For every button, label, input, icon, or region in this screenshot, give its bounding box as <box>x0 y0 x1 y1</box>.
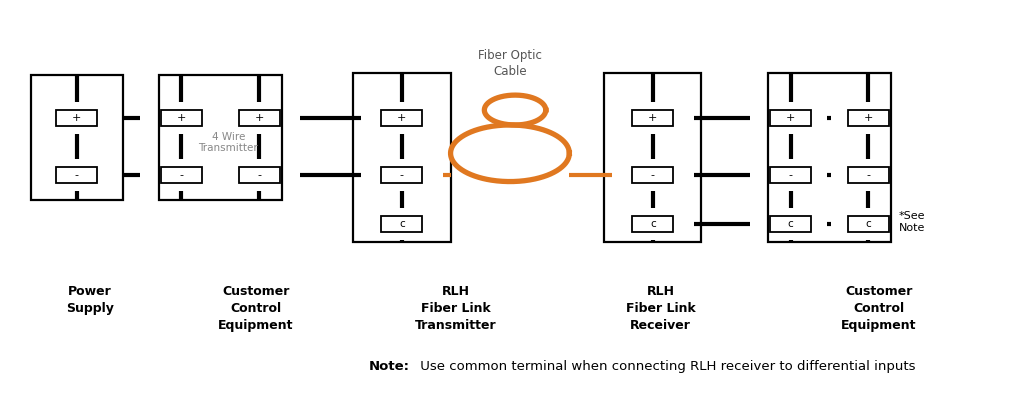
Text: RLH
Fiber Link
Receiver: RLH Fiber Link Receiver <box>626 285 695 332</box>
Bar <box>56 110 97 126</box>
Bar <box>381 167 422 183</box>
Text: -: - <box>866 170 870 180</box>
Text: Customer
Control
Equipment: Customer Control Equipment <box>218 285 294 332</box>
Text: Customer
Control
Equipment: Customer Control Equipment <box>841 285 916 332</box>
Bar <box>770 110 811 126</box>
Text: c: c <box>399 219 404 229</box>
Text: -: - <box>651 170 654 180</box>
Text: -: - <box>257 170 261 180</box>
Bar <box>770 216 811 232</box>
Text: +: + <box>397 113 407 123</box>
Bar <box>31 75 123 200</box>
Bar <box>848 110 889 126</box>
Text: c: c <box>650 219 655 229</box>
Text: -: - <box>75 170 79 180</box>
Text: +: + <box>785 113 796 123</box>
Text: Power
Supply: Power Supply <box>67 285 114 315</box>
Text: -: - <box>788 170 793 180</box>
Bar <box>56 167 97 183</box>
Bar <box>159 75 282 200</box>
Bar <box>848 167 889 183</box>
Bar <box>848 216 889 232</box>
Bar <box>632 167 674 183</box>
Bar <box>239 167 280 183</box>
Bar <box>604 73 701 242</box>
Bar <box>381 110 422 126</box>
Text: +: + <box>648 113 657 123</box>
Text: c: c <box>787 219 794 229</box>
Text: +: + <box>254 113 264 123</box>
Bar <box>632 216 674 232</box>
Text: +: + <box>176 113 186 123</box>
Bar <box>239 110 280 126</box>
Text: Note:: Note: <box>369 360 410 373</box>
Bar <box>770 167 811 183</box>
Text: -: - <box>179 170 183 180</box>
Text: *See
Note: *See Note <box>899 211 926 233</box>
Bar <box>632 110 674 126</box>
Text: RLH
Fiber Link
Transmitter: RLH Fiber Link Transmitter <box>415 285 497 332</box>
Text: c: c <box>865 219 871 229</box>
Bar <box>161 110 202 126</box>
Bar <box>353 73 451 242</box>
Bar <box>161 167 202 183</box>
Text: Use common terminal when connecting RLH receiver to differential inputs: Use common terminal when connecting RLH … <box>416 360 915 373</box>
Text: +: + <box>72 113 82 123</box>
Text: -: - <box>400 170 403 180</box>
Bar <box>768 73 891 242</box>
Bar <box>381 216 422 232</box>
Text: 4 Wire
Transmitter: 4 Wire Transmitter <box>199 132 258 153</box>
Text: Fiber Optic
Cable: Fiber Optic Cable <box>478 49 542 78</box>
Text: +: + <box>863 113 873 123</box>
